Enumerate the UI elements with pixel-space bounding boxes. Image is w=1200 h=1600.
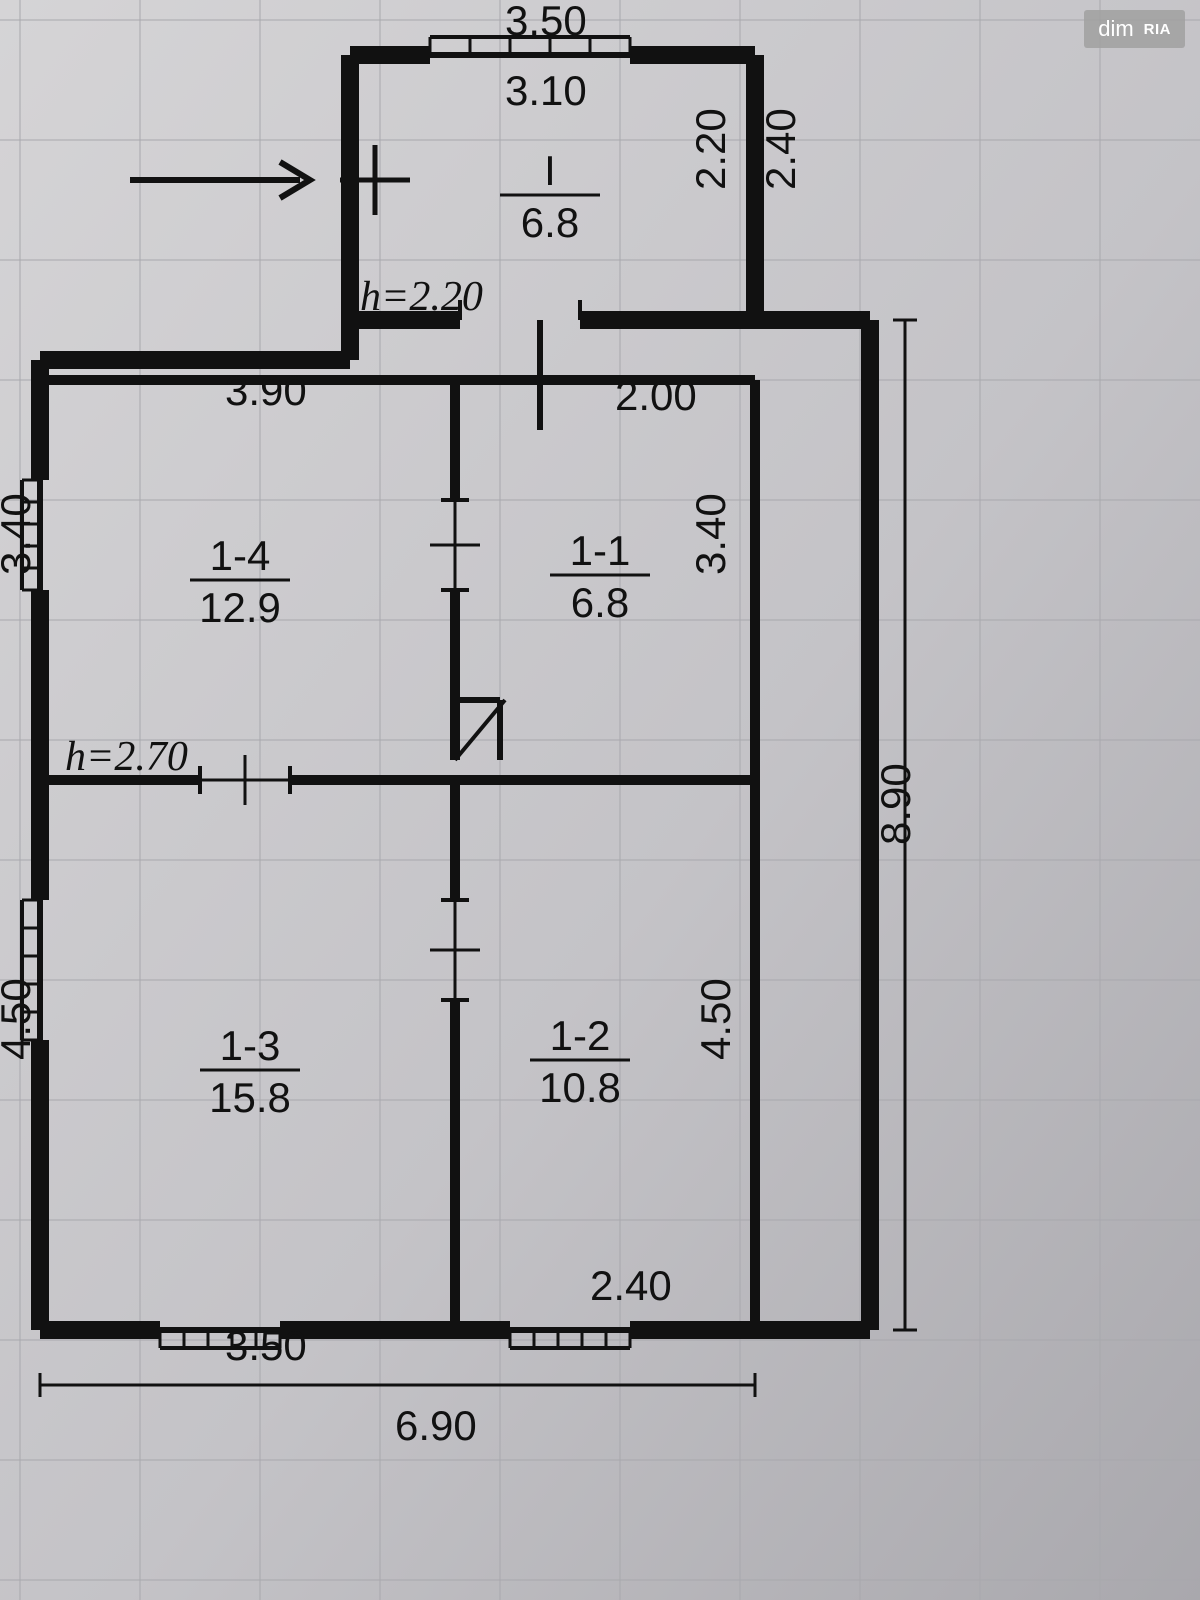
svg-text:2.40: 2.40: [590, 1262, 672, 1309]
svg-text:4.50: 4.50: [692, 978, 739, 1060]
svg-text:15.8: 15.8: [209, 1074, 291, 1121]
svg-text:3.10: 3.10: [505, 67, 587, 114]
floor-plan-svg: I 6.8 1-4 12.9 1-1 6.8 1-3 15.8 1-2 10.8 3.50 3.10 2…: [0, 0, 1200, 1600]
svg-text:3.50: 3.50: [505, 0, 587, 44]
watermark-sub: RIA: [1144, 21, 1171, 38]
svg-text:8.90: 8.90: [872, 763, 919, 845]
svg-text:1-4: 1-4: [210, 532, 271, 579]
svg-text:3.40: 3.40: [0, 493, 39, 575]
svg-text:I: I: [544, 147, 556, 194]
svg-text:2.20: 2.20: [687, 108, 734, 190]
svg-text:10.8: 10.8: [539, 1064, 621, 1111]
svg-text:h=2.70: h=2.70: [65, 734, 188, 780]
svg-text:h=2.20: h=2.20: [360, 274, 483, 320]
svg-text:2.00: 2.00: [615, 372, 697, 419]
svg-text:1-1: 1-1: [570, 527, 631, 574]
svg-text:3.50: 3.50: [225, 1322, 307, 1369]
svg-text:3.90: 3.90: [225, 367, 307, 414]
svg-text:4.50: 4.50: [0, 978, 39, 1060]
svg-text:2.40: 2.40: [757, 108, 804, 190]
floor-plan-stage: I 6.8 1-4 12.9 1-1 6.8 1-3 15.8 1-2 10.8 3.50 3.10 2…: [0, 0, 1200, 1600]
svg-text:6.90: 6.90: [395, 1402, 477, 1449]
watermark-text: dim: [1098, 16, 1133, 42]
svg-text:12.9: 12.9: [199, 584, 281, 631]
svg-text:1-3: 1-3: [220, 1022, 281, 1069]
svg-text:6.8: 6.8: [521, 199, 579, 246]
svg-text:6.8: 6.8: [571, 579, 629, 626]
svg-text:1-2: 1-2: [550, 1012, 611, 1059]
watermark-badge: dim RIA: [1084, 10, 1185, 48]
svg-text:3.40: 3.40: [687, 493, 734, 575]
